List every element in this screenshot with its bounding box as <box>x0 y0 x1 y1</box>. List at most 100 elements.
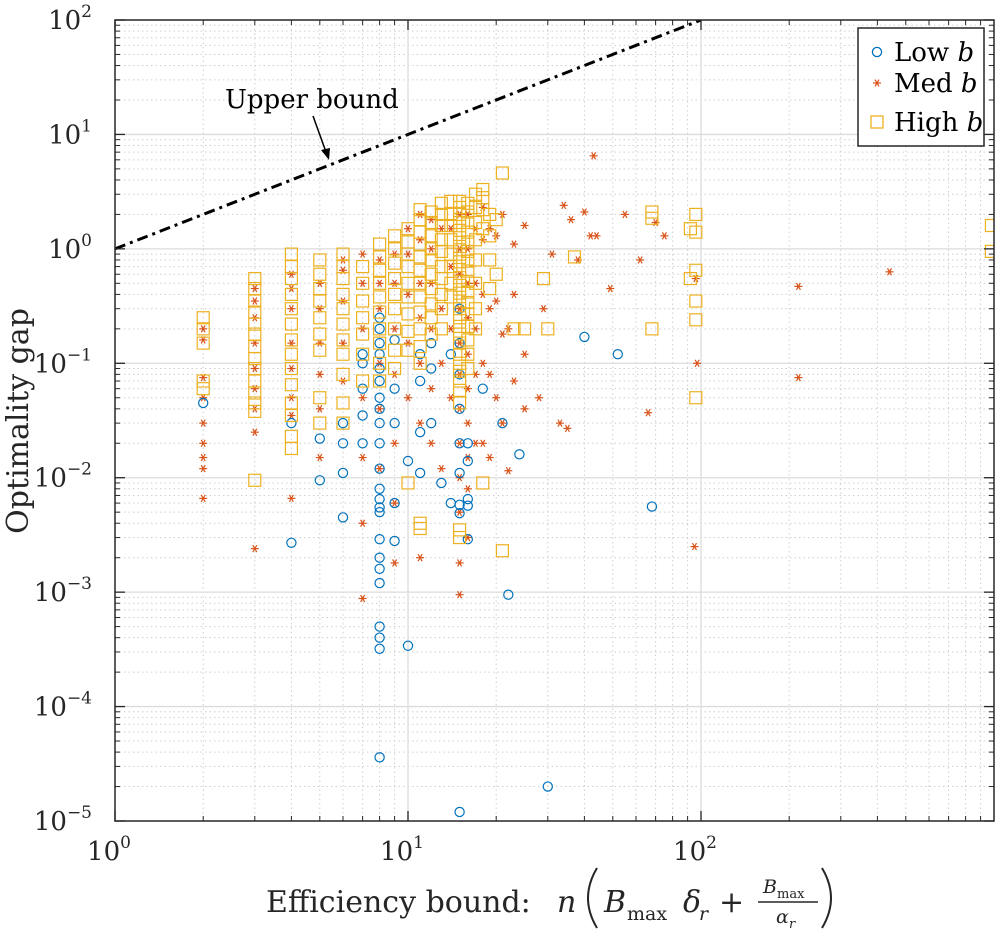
data-point-circle <box>454 806 465 818</box>
data-point-square <box>689 263 703 277</box>
data-point-asterisk <box>547 250 556 258</box>
data-point-square <box>452 200 467 215</box>
data-point-asterisk <box>660 232 669 240</box>
data-point-circle <box>374 502 385 513</box>
data-point-square <box>336 302 350 316</box>
data-point-circle <box>337 467 349 479</box>
data-point-square <box>461 254 475 268</box>
data-point-square <box>468 276 483 290</box>
data-point-square <box>373 276 387 290</box>
data-point-square <box>461 361 475 376</box>
data-point-circle <box>374 493 385 505</box>
data-point-circle <box>462 500 474 511</box>
y-tick-label: 10−2 <box>34 460 92 494</box>
data-point-circle <box>374 621 385 632</box>
data-point-square <box>284 302 299 316</box>
data-point-square <box>495 544 510 558</box>
data-point-square <box>434 196 448 210</box>
data-point-square <box>689 294 703 308</box>
y-axis-title: Optimality gap <box>1 308 36 534</box>
data-point-circle <box>357 410 368 421</box>
data-point-circle <box>503 589 514 600</box>
data-point-asterisk <box>358 519 367 528</box>
upper-bound-group <box>115 20 702 251</box>
data-point-square <box>444 207 458 222</box>
data-point-square <box>413 250 427 264</box>
data-point-square <box>373 263 387 277</box>
data-point-asterisk <box>199 325 208 333</box>
data-point-square <box>413 339 427 354</box>
data-point-square <box>645 211 659 225</box>
data-point-square <box>424 229 438 243</box>
data-point-square <box>387 302 402 316</box>
annotation-arrow-shaft <box>312 115 327 153</box>
data-point-asterisk <box>315 279 324 288</box>
data-point-square <box>356 327 370 341</box>
right-paren-icon <box>821 867 832 929</box>
data-point-circle <box>337 438 349 449</box>
data-point-asterisk <box>427 325 436 333</box>
data-point-square <box>313 267 327 281</box>
x-axis-frac-num-b: B <box>762 876 777 898</box>
data-point-square <box>452 223 467 237</box>
data-point-square <box>495 166 510 180</box>
data-point-square <box>468 302 483 316</box>
data-point-square <box>313 311 327 325</box>
data-point-circle <box>337 512 349 523</box>
data-point-circle <box>374 643 385 654</box>
data-point-square <box>387 229 402 243</box>
data-point-asterisk <box>485 304 494 313</box>
data-point-circle <box>314 433 325 444</box>
data-point-circle <box>414 349 426 360</box>
data-point-asterisk <box>199 393 208 402</box>
x-tick-label: 100 <box>87 833 131 867</box>
data-point-asterisk <box>315 453 324 462</box>
data-point-square <box>356 374 370 388</box>
data-point-circle <box>462 438 474 449</box>
y-tick-label: 10−4 <box>34 689 92 723</box>
annotation-arrowhead-icon <box>321 148 330 160</box>
data-point-square <box>373 290 387 304</box>
data-point-square <box>413 290 427 304</box>
data-point-asterisk <box>375 405 384 413</box>
y-tick-label: 102 <box>48 2 92 36</box>
upper-bound-line <box>115 20 702 251</box>
data-point-square <box>373 250 387 264</box>
legend-entry-high: High b <box>870 108 983 138</box>
data-point-asterisk <box>427 279 436 288</box>
x-axis-frac-num-max: max <box>777 887 805 902</box>
data-point-square <box>413 263 427 277</box>
data-point-square <box>413 276 427 290</box>
data-point-square <box>356 311 370 325</box>
data-point-asterisk <box>390 499 399 507</box>
data-point-square <box>313 343 327 357</box>
data-point-circle <box>497 417 508 429</box>
data-point-circle <box>612 349 623 360</box>
data-point-square <box>373 356 387 370</box>
minor-grid <box>115 20 994 821</box>
data-point-square <box>483 253 497 267</box>
data-point-asterisk <box>509 240 518 248</box>
data-point-square <box>461 244 475 259</box>
data-point-square <box>284 333 299 347</box>
data-point-square <box>284 378 299 392</box>
data-point-square <box>336 271 350 286</box>
data-point-circle <box>374 417 385 429</box>
x-tick-labels: 100 101 102 <box>87 833 717 867</box>
data-point-square <box>461 264 475 278</box>
data-point-square <box>452 530 467 545</box>
data-point-square <box>413 521 427 536</box>
data-point-asterisk <box>416 419 425 427</box>
data-point-square <box>434 322 448 336</box>
data-point-square <box>313 391 327 405</box>
data-point-square <box>434 218 448 233</box>
data-point-asterisk <box>358 453 367 462</box>
axes-box <box>114 19 995 822</box>
data-point-square <box>444 259 458 274</box>
data-point-circle <box>357 383 368 394</box>
data-point-square <box>984 244 994 259</box>
data-point-circle <box>462 493 474 505</box>
data-point-asterisk <box>358 393 367 402</box>
data-point-circle <box>374 463 385 474</box>
x-axis-frac-den-r: r <box>789 917 796 932</box>
